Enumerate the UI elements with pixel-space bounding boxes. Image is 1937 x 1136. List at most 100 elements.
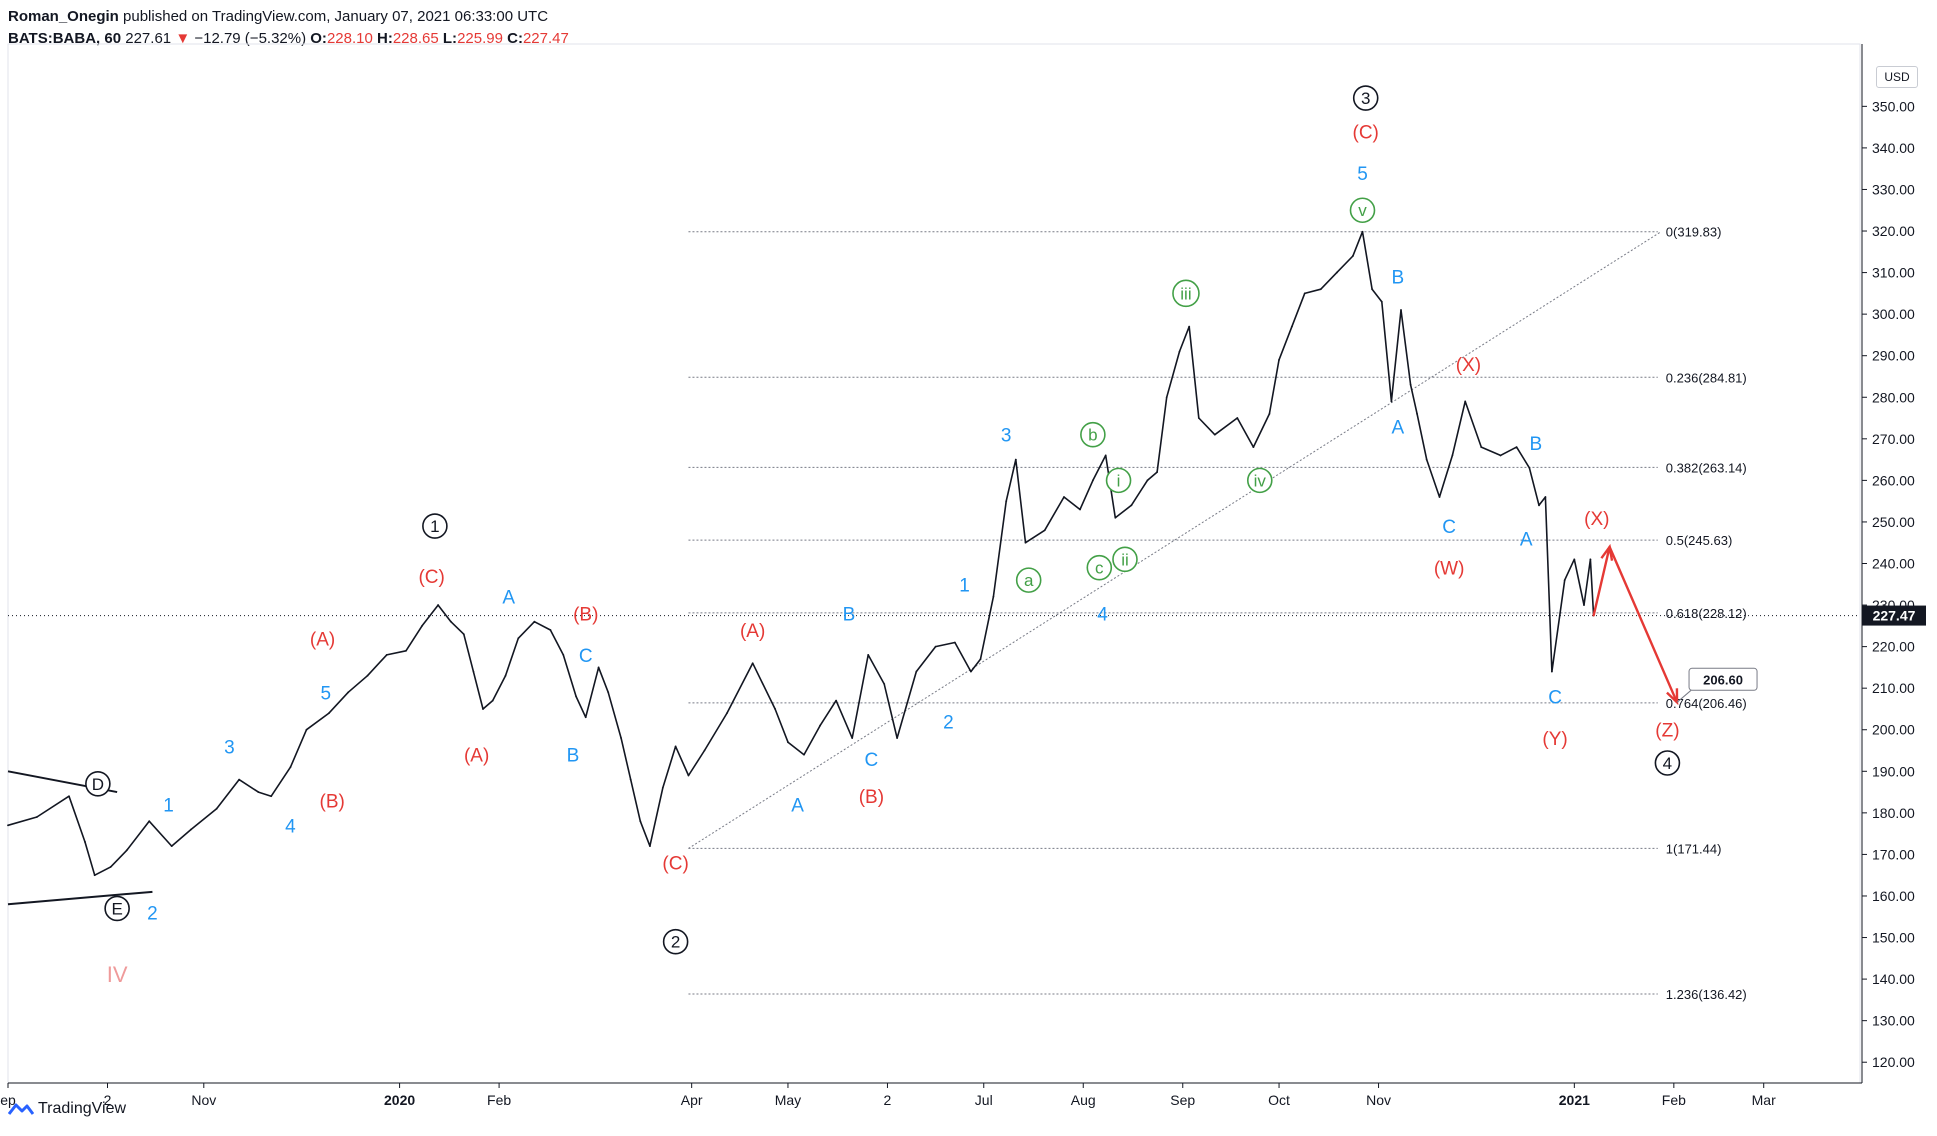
trend-lines [7,231,1860,906]
x-tick-label: Feb [487,1092,511,1108]
wave-label: (B) [859,787,884,808]
data-point [1091,479,1094,482]
data-point [835,699,838,702]
data-point [1130,504,1133,507]
high-label: H: [377,30,393,48]
open-value: 228.10 [326,30,373,48]
data-point [1197,417,1200,419]
wave-label-circle [662,928,689,955]
data-point [787,741,789,744]
wave-label: b [1088,426,1097,445]
data-point [491,699,494,702]
wave-label: (A) [464,746,489,767]
fib-level-label: 0.618(228.12) [1666,606,1747,621]
y-tick-label: 280.00 [1872,389,1915,405]
data-point [1425,458,1428,461]
y-tick-label: 130.00 [1872,1013,1915,1029]
wave-label: C [579,646,593,667]
data-point [1550,670,1553,673]
data-point [517,637,520,640]
data-point [437,604,440,606]
x-tick-label: Oct [1268,1092,1290,1108]
data-point [1515,446,1518,449]
wave-label-circle [1105,467,1132,494]
close-value: 227.47 [522,30,569,48]
wave-label: (Y) [1542,729,1567,750]
wave-label: B [567,746,580,767]
data-point [289,766,292,769]
published-info: published on TradingView.com, January 07… [123,8,549,26]
data-point [1351,255,1354,257]
wave-label: 1 [430,517,439,536]
wave-label: 3 [224,737,235,758]
data-point [1480,446,1483,449]
x-tick-label: Mar [1752,1092,1776,1108]
data-point [1252,446,1255,449]
wave-label: c [1095,559,1104,578]
x-tick-label: 2 [104,1092,112,1108]
data-point [674,745,677,748]
x-tick-label: Aug [1071,1092,1096,1108]
data-point [867,654,870,656]
fib-level-label: 0.236(284.81) [1666,370,1747,385]
data-point [774,708,777,710]
data-point [620,737,622,739]
data-point [450,620,452,623]
wave-label-circle [1654,750,1681,776]
data-point [726,712,728,715]
target-callout-box [1688,667,1758,691]
author-name[interactable]: Roman_Onegin [8,8,119,26]
wave-label-circle [1080,421,1106,448]
x-tick-label: 2 [884,1092,892,1108]
y-tick-label: 200.00 [1872,722,1915,738]
plot-border [7,43,1861,1084]
y-tick-label: 320.00 [1872,223,1915,239]
data-point [1104,454,1107,457]
data-point [1156,471,1158,473]
data-point [1499,454,1502,457]
wave-label: 4 [1663,754,1672,773]
x-tick-label: ep [0,1092,16,1108]
last-price-badge-label: 227.47 [1873,608,1916,624]
tradingview-logo[interactable]: TradingView [8,1100,126,1118]
data-point [305,728,308,731]
low-value: 225.99 [457,30,503,48]
data-point [1563,579,1566,582]
fib-level-label: 0.382(263.14) [1666,460,1747,475]
data-point [1146,479,1149,482]
data-point [915,670,918,673]
data-point [1005,500,1008,503]
data-point [238,778,240,781]
x-tick-label: May [775,1092,801,1108]
x-tick-label: Sep [1170,1092,1195,1108]
wave-label: (X) [1456,355,1481,376]
wave-labels: 206.60 D E IV 1 2 3 4 5 (A) (B) (C) 1 (A) A (B) C B (C) 2 (A… [85,85,1758,987]
wave-label: (C) [1353,122,1379,143]
currency-button[interactable]: USD [1876,66,1918,88]
data-point [125,849,128,852]
y-tick-label: 210.00 [1872,680,1915,696]
wave-label-circle [1172,279,1200,308]
data-point [1290,325,1293,328]
data-point [1063,496,1065,498]
wave-label: (C) [418,567,444,588]
low-label: L: [442,30,458,48]
wave-label: IV [107,962,128,987]
wave-label: (W) [1434,559,1465,580]
y-tick-label: 340.00 [1872,140,1915,156]
data-point [629,778,632,781]
data-point [639,820,642,823]
chart-header: Roman_Onegin published on TradingView.co… [8,6,569,50]
data-point [109,865,112,868]
data-point [1528,467,1531,469]
fib-level-label: 0.5(245.63) [1666,533,1733,548]
arrowhead-icon [1600,543,1614,561]
data-point [1380,300,1383,303]
data-point [1114,516,1117,519]
symbol-label[interactable]: BATS:BABA, 60 [8,30,122,48]
data-point [93,874,96,877]
data-point [328,712,330,715]
wave-label: C [865,750,879,771]
projection-path [1592,545,1679,703]
